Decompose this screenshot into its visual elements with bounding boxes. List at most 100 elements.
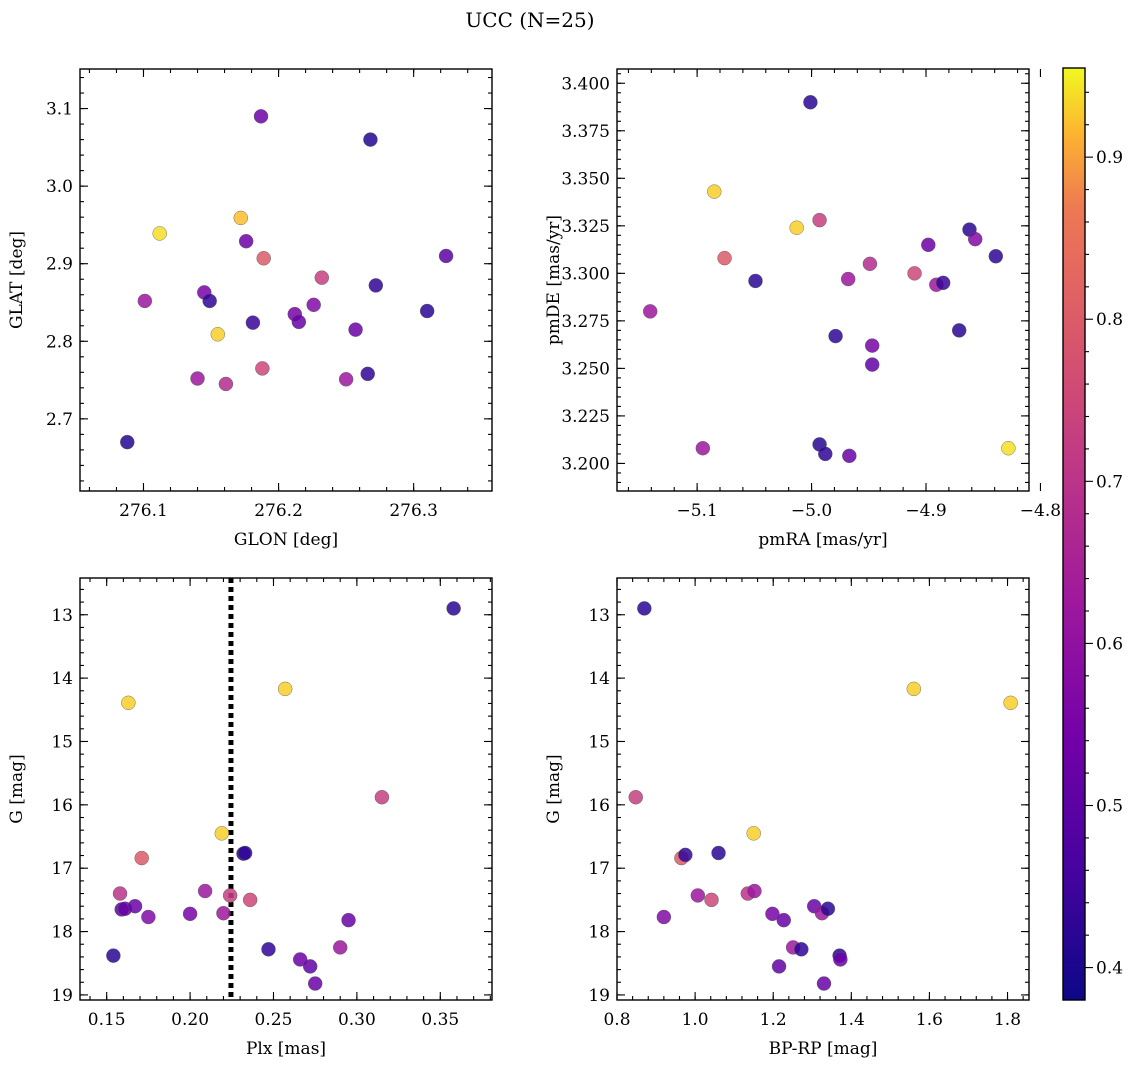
- scatter-point: [106, 948, 121, 963]
- scatter-point: [302, 959, 318, 974]
- scatter-point: [237, 845, 253, 861]
- y-tick-label: 3.275: [561, 312, 610, 332]
- scatter-point: [828, 328, 843, 344]
- scatter-point: [348, 322, 363, 337]
- y-tick-label: 3.1: [46, 100, 73, 120]
- scatter-point: [202, 293, 217, 309]
- x-tick-label: 1.4: [838, 1010, 865, 1030]
- y-tick-label: 3.0: [46, 177, 73, 197]
- scatter-point: [988, 249, 1004, 264]
- scatter-point: [690, 888, 706, 903]
- scatter-point: [127, 899, 143, 914]
- figure-title: UCC (N=25): [465, 8, 594, 32]
- y-axis-label: GLAT [deg]: [7, 231, 27, 329]
- scatter-point: [816, 976, 832, 991]
- scatter-point: [360, 366, 375, 382]
- plot-frame: [616, 577, 1030, 1001]
- x-tick-label: 0.15: [88, 1010, 126, 1030]
- scatter-point: [812, 212, 827, 228]
- scatter-point: [277, 681, 293, 697]
- scatter-point: [152, 226, 167, 241]
- scatter-point: [363, 132, 378, 147]
- y-tick-label: 13: [588, 606, 610, 626]
- plot-frame: [79, 577, 493, 1001]
- y-tick-label: 19: [588, 986, 610, 1006]
- scatter-point: [253, 109, 269, 124]
- scatter-point: [210, 327, 225, 342]
- scatter-point: [137, 293, 153, 309]
- y-tick-label: 17: [51, 859, 73, 879]
- x-axis-label: GLON [deg]: [234, 530, 338, 550]
- scatter-point: [190, 371, 205, 386]
- y-tick-label: 2.9: [46, 255, 73, 275]
- y-tick-label: 3.225: [561, 407, 610, 427]
- colorbar-frame: [1062, 67, 1086, 1001]
- scatter-point: [141, 909, 156, 925]
- scatter-point: [261, 942, 276, 957]
- scatter-point: [776, 912, 791, 928]
- scatter-point: [747, 883, 762, 899]
- x-tick-label: 1.8: [994, 1010, 1021, 1030]
- colorbar: 0.4 0.5 0.6 0.7 0.8 0.9: [1062, 67, 1123, 1001]
- scatter-point: [842, 448, 857, 464]
- x-tick-label: 276.3: [389, 501, 438, 521]
- colorbar-tick-label: 0.5: [1096, 796, 1123, 816]
- scatter-point: [255, 361, 270, 376]
- x-tick-label: 0.20: [171, 1010, 209, 1030]
- scatter-point: [197, 883, 213, 899]
- x-tick-label: 276.1: [119, 501, 168, 521]
- scatter-point: [951, 323, 967, 338]
- scatter-point: [218, 376, 234, 392]
- scatter-point: [707, 184, 722, 199]
- scatter-point: [833, 952, 848, 967]
- scatter-point: [695, 441, 711, 456]
- y-tick-label: 15: [588, 732, 610, 752]
- scatter-panel-3: 0.15 0.20 0.25 0.30 0.35 13 14 15 16 17 18 19 Plx [m…: [7, 577, 493, 1059]
- y-tick-label: 3.325: [561, 217, 610, 237]
- scatter-panel-2: −5.1 −5.0 −4.9 −4.8 3.200 3.225 3.250 3.275 3.30…: [544, 68, 1061, 550]
- scatter-point: [314, 270, 329, 285]
- scatter-point: [306, 297, 321, 313]
- scatter-point: [446, 601, 461, 616]
- x-tick-label: −5.1: [676, 501, 717, 521]
- scatter-point: [678, 847, 693, 863]
- scatter-point: [112, 886, 128, 901]
- plot-frame: [79, 68, 493, 492]
- y-tick-label: 17: [588, 859, 610, 879]
- scatter-point: [242, 892, 258, 908]
- scatter-point: [840, 271, 856, 287]
- scatter-point: [628, 790, 643, 805]
- scatter-point: [906, 681, 921, 697]
- x-tick-label: 0.25: [255, 1010, 293, 1030]
- scatter-point: [637, 601, 652, 616]
- scatter-point: [291, 314, 307, 330]
- y-axis-label: G [mag]: [544, 754, 564, 823]
- scatter-point: [865, 357, 880, 372]
- scatter-point: [818, 446, 833, 462]
- scatter-point: [216, 905, 231, 921]
- scatter-point: [748, 273, 763, 289]
- x-tick-label: 1.0: [682, 1010, 709, 1030]
- scatter-point: [341, 912, 356, 928]
- scatter-point: [771, 959, 787, 974]
- scatter-point: [333, 940, 348, 955]
- y-tick-label: 3.400: [561, 74, 610, 94]
- scatter-point: [120, 434, 135, 450]
- scatter-point: [1001, 441, 1016, 456]
- scatter-point: [214, 826, 229, 841]
- x-tick-label: 0.35: [421, 1010, 459, 1030]
- x-axis-label: pmRA [mas/yr]: [758, 530, 887, 550]
- scatter-point: [238, 234, 254, 249]
- y-tick-label: 18: [588, 923, 610, 943]
- scatter-point: [134, 850, 149, 866]
- colorbar-tick-label: 0.8: [1096, 310, 1123, 330]
- scatter-point: [642, 304, 658, 319]
- y-tick-label: 2.8: [46, 332, 73, 352]
- scatter-point: [765, 906, 780, 922]
- y-tick-label: 2.7: [46, 410, 73, 430]
- y-tick-label: 3.250: [561, 359, 610, 379]
- scatter-point: [794, 942, 809, 957]
- scatter-point: [656, 909, 672, 925]
- scatter-point: [368, 278, 384, 293]
